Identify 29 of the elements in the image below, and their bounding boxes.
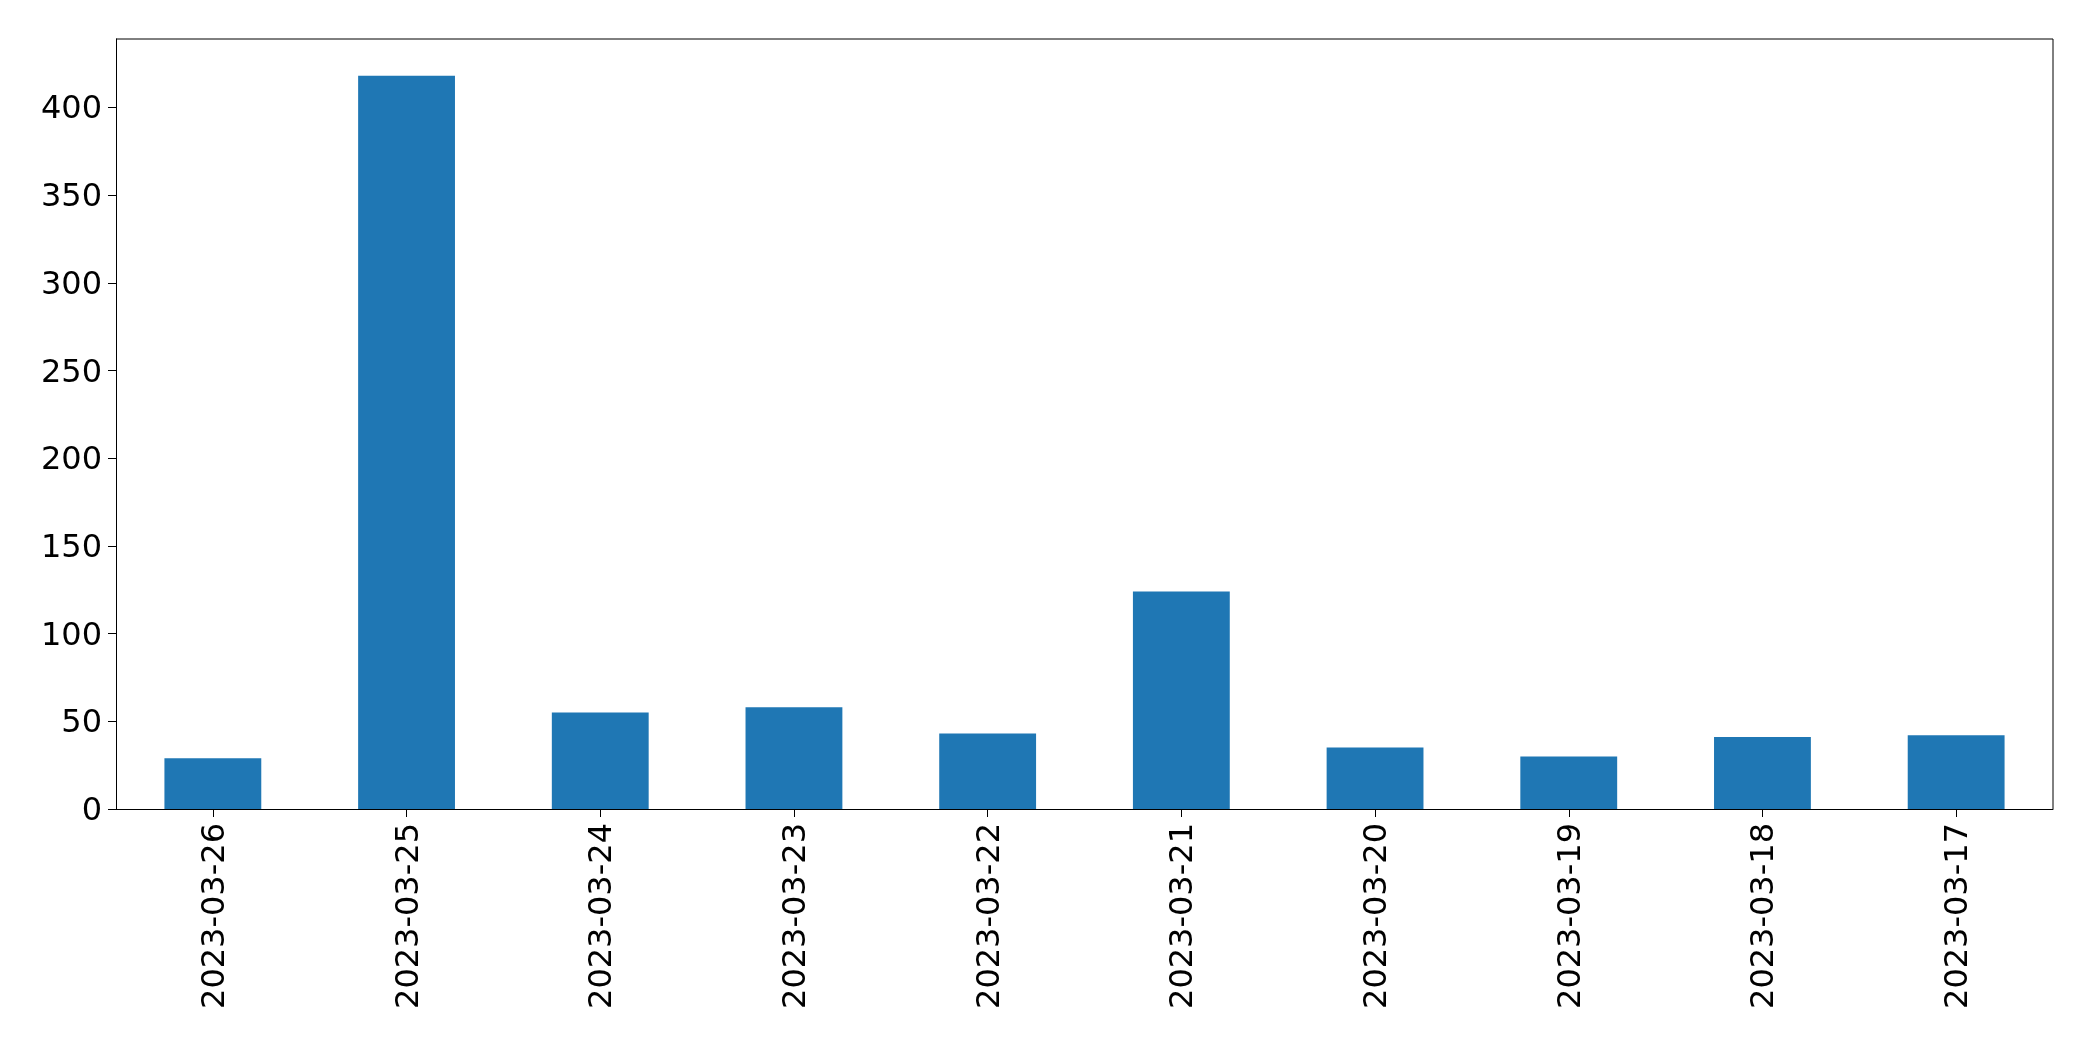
y-tick-label: 250 <box>40 351 102 390</box>
y-tick-label: 400 <box>40 88 102 127</box>
bar <box>1326 747 1424 809</box>
y-tick-label: 150 <box>40 526 102 565</box>
x-tick-label: 2023-03-24 <box>581 823 620 1009</box>
y-tick-label: 200 <box>40 439 102 478</box>
bar <box>1907 735 2005 809</box>
x-tick-label: 2023-03-23 <box>774 823 813 1009</box>
bar <box>1132 591 1230 809</box>
x-tick-label: 2023-03-26 <box>193 823 232 1009</box>
bar <box>939 733 1037 809</box>
bar <box>164 758 262 809</box>
x-tick-label: 2023-03-20 <box>1356 823 1395 1009</box>
x-tick-label: 2023-03-18 <box>1743 823 1782 1009</box>
y-tick-label: 350 <box>40 176 102 215</box>
x-tick-label: 2023-03-19 <box>1549 823 1588 1009</box>
x-tick-label: 2023-03-22 <box>968 823 1007 1009</box>
y-tick-label: 100 <box>40 614 102 653</box>
x-tick-label: 2023-03-17 <box>1937 823 1976 1009</box>
x-tick-label: 2023-03-25 <box>387 823 426 1009</box>
x-tick-label: 2023-03-21 <box>1162 823 1201 1009</box>
bar <box>551 712 649 809</box>
y-tick-label: 300 <box>40 263 102 302</box>
bar <box>1520 756 1618 809</box>
y-tick-label: 0 <box>81 790 102 828</box>
bar <box>1714 737 1811 809</box>
y-tick-label: 50 <box>61 702 102 741</box>
bar <box>358 75 455 809</box>
bar <box>745 707 843 809</box>
